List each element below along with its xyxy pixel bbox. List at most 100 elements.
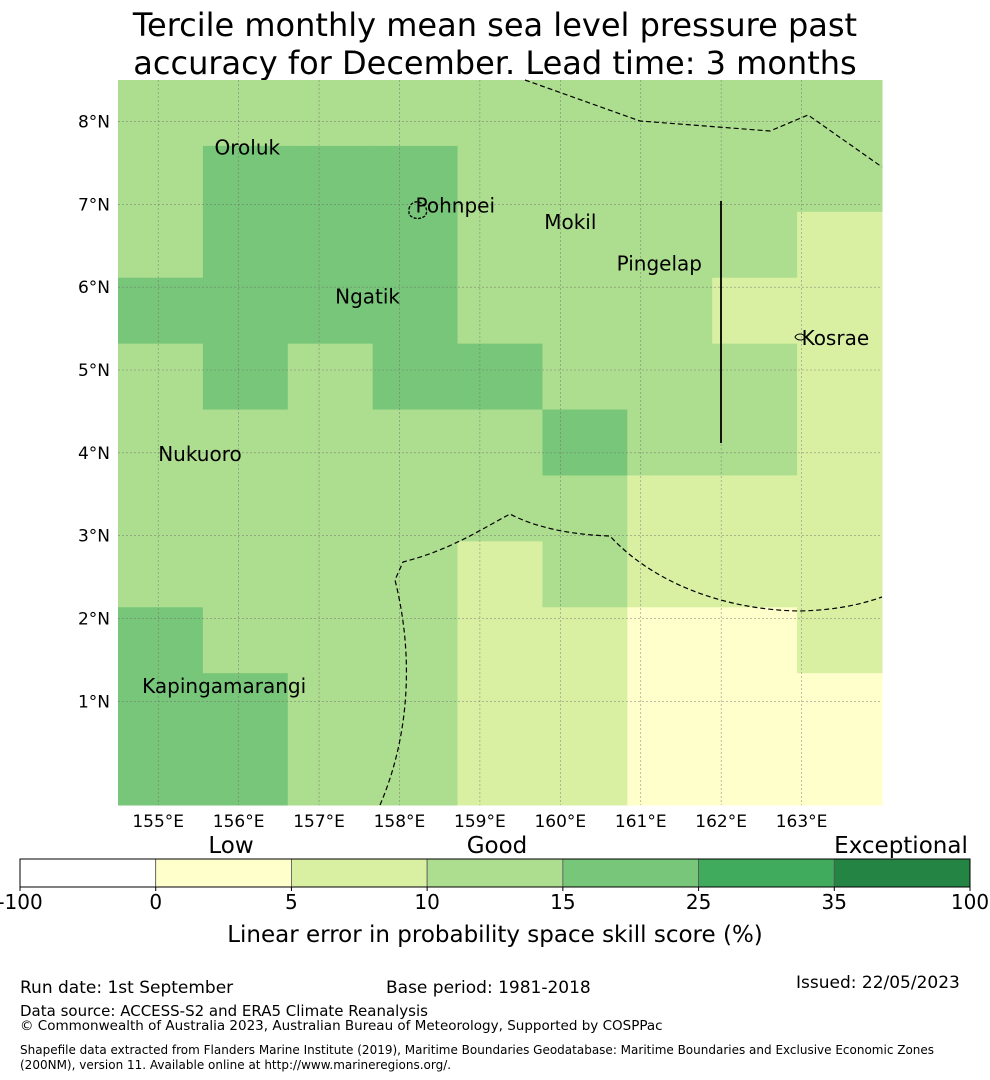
skill-cell bbox=[118, 739, 204, 806]
place-label: Nukuoro bbox=[158, 442, 242, 466]
skill-cell bbox=[542, 673, 628, 740]
skill-cell bbox=[287, 739, 374, 806]
colorbar-segment bbox=[19, 858, 157, 888]
skill-cell bbox=[372, 475, 459, 542]
longitude-tick-label: 158°E bbox=[374, 812, 426, 832]
skill-cell bbox=[372, 541, 459, 608]
skill-cell bbox=[627, 80, 713, 147]
skill-cell bbox=[797, 673, 883, 740]
skill-cell bbox=[372, 739, 459, 806]
skill-cells bbox=[118, 80, 883, 806]
skill-cell bbox=[797, 80, 883, 147]
skill-cell bbox=[542, 211, 628, 279]
skill-cell bbox=[118, 475, 204, 542]
skill-cell bbox=[797, 541, 883, 608]
skill-cell bbox=[457, 409, 543, 476]
colorbar-segment bbox=[562, 858, 699, 888]
title-line-1: Tercile monthly mean sea level pressure … bbox=[132, 6, 858, 44]
skill-cell bbox=[627, 211, 713, 279]
place-label: Pingelap bbox=[617, 252, 702, 276]
skill-cell bbox=[797, 475, 883, 542]
skill-cell bbox=[457, 80, 543, 147]
skill-cell bbox=[202, 541, 289, 608]
skill-cell bbox=[542, 145, 628, 213]
longitude-tick-label: 156°E bbox=[213, 812, 265, 832]
place-label: Kapingamarangi bbox=[142, 674, 306, 698]
skill-cell bbox=[542, 409, 628, 476]
skill-cell bbox=[797, 607, 883, 674]
skill-cell bbox=[712, 607, 798, 674]
skill-cell bbox=[627, 409, 713, 476]
skill-cell bbox=[797, 739, 883, 806]
longitude-tick-labels: 155°E 156°E 157°E 158°E 159°E 160°E 161°E 162°E… bbox=[132, 812, 827, 832]
skill-cell bbox=[797, 409, 883, 476]
skill-cell bbox=[627, 475, 713, 542]
skill-cell bbox=[542, 739, 628, 806]
skill-cell bbox=[457, 607, 543, 674]
colorbar-tick-label: 10 bbox=[414, 890, 439, 914]
latitude-tick-label: 1°N bbox=[78, 692, 110, 712]
longitude-tick-label: 162°E bbox=[695, 812, 747, 832]
colorbar-segment bbox=[833, 858, 971, 888]
longitude-tick-label: 157°E bbox=[293, 812, 345, 832]
skill-cell bbox=[457, 145, 543, 213]
latitude-tick-label: 5°N bbox=[78, 361, 110, 381]
colorbar-category-low: Low bbox=[208, 833, 253, 859]
skill-cell bbox=[712, 145, 798, 213]
skill-cell bbox=[118, 80, 204, 147]
skill-cell bbox=[202, 145, 289, 213]
latitude-tick-label: 4°N bbox=[78, 444, 110, 464]
colorbar-tick-label: 0 bbox=[149, 890, 162, 914]
colorbar-segments bbox=[19, 858, 971, 888]
skill-cell bbox=[542, 541, 628, 608]
eez-boundaries bbox=[379, 79, 883, 806]
skill-cell bbox=[712, 739, 798, 806]
skill-cell bbox=[118, 211, 204, 279]
skill-cell bbox=[712, 673, 798, 740]
skill-cell bbox=[372, 607, 459, 674]
skill-cell bbox=[457, 475, 543, 542]
colorbar-tick-label: 15 bbox=[550, 890, 575, 914]
skill-cell bbox=[712, 409, 798, 476]
latitude-tick-label: 3°N bbox=[78, 527, 110, 547]
skill-cell bbox=[627, 541, 713, 608]
skill-cell bbox=[118, 145, 204, 213]
skill-cell bbox=[712, 80, 798, 147]
skill-cell bbox=[202, 475, 289, 542]
skill-cell bbox=[627, 277, 713, 345]
skill-cell bbox=[712, 211, 798, 279]
skill-cell bbox=[627, 739, 713, 806]
skill-cell bbox=[372, 277, 459, 345]
graticule bbox=[118, 80, 882, 805]
skill-cell bbox=[202, 409, 289, 476]
skill-cell bbox=[202, 607, 289, 674]
latitude-tick-label: 6°N bbox=[78, 278, 110, 298]
skill-cell bbox=[202, 277, 289, 345]
skill-cell bbox=[457, 343, 543, 411]
skill-cell bbox=[202, 673, 289, 740]
skill-cell bbox=[287, 673, 374, 740]
skill-cell bbox=[287, 80, 374, 147]
base-period: Base period: 1981-2018 bbox=[386, 978, 591, 998]
longitude-tick-label: 155°E bbox=[132, 812, 184, 832]
skill-cell bbox=[712, 277, 798, 345]
skill-cell bbox=[712, 475, 798, 542]
skill-cell bbox=[118, 673, 204, 740]
skill-cell bbox=[542, 277, 628, 345]
skill-cell bbox=[712, 343, 798, 411]
skill-cell bbox=[542, 80, 628, 147]
skill-cell bbox=[797, 211, 883, 279]
skill-cell bbox=[118, 277, 204, 345]
skill-cell bbox=[287, 409, 374, 476]
skill-cell bbox=[118, 541, 204, 608]
colorbar-segment bbox=[426, 858, 564, 888]
place-label: Pohnpei bbox=[416, 194, 496, 218]
issued-date: Issued: 22/05/2023 bbox=[796, 973, 960, 993]
skill-cell bbox=[287, 607, 374, 674]
longitude-tick-label: 159°E bbox=[454, 812, 506, 832]
skill-cell bbox=[797, 277, 883, 345]
colorbar-outline bbox=[19, 858, 971, 888]
skill-cell bbox=[372, 145, 459, 213]
copyright-notice: © Commonwealth of Australia 2023, Austra… bbox=[20, 1018, 663, 1034]
place-label: Kosrae bbox=[802, 326, 870, 350]
